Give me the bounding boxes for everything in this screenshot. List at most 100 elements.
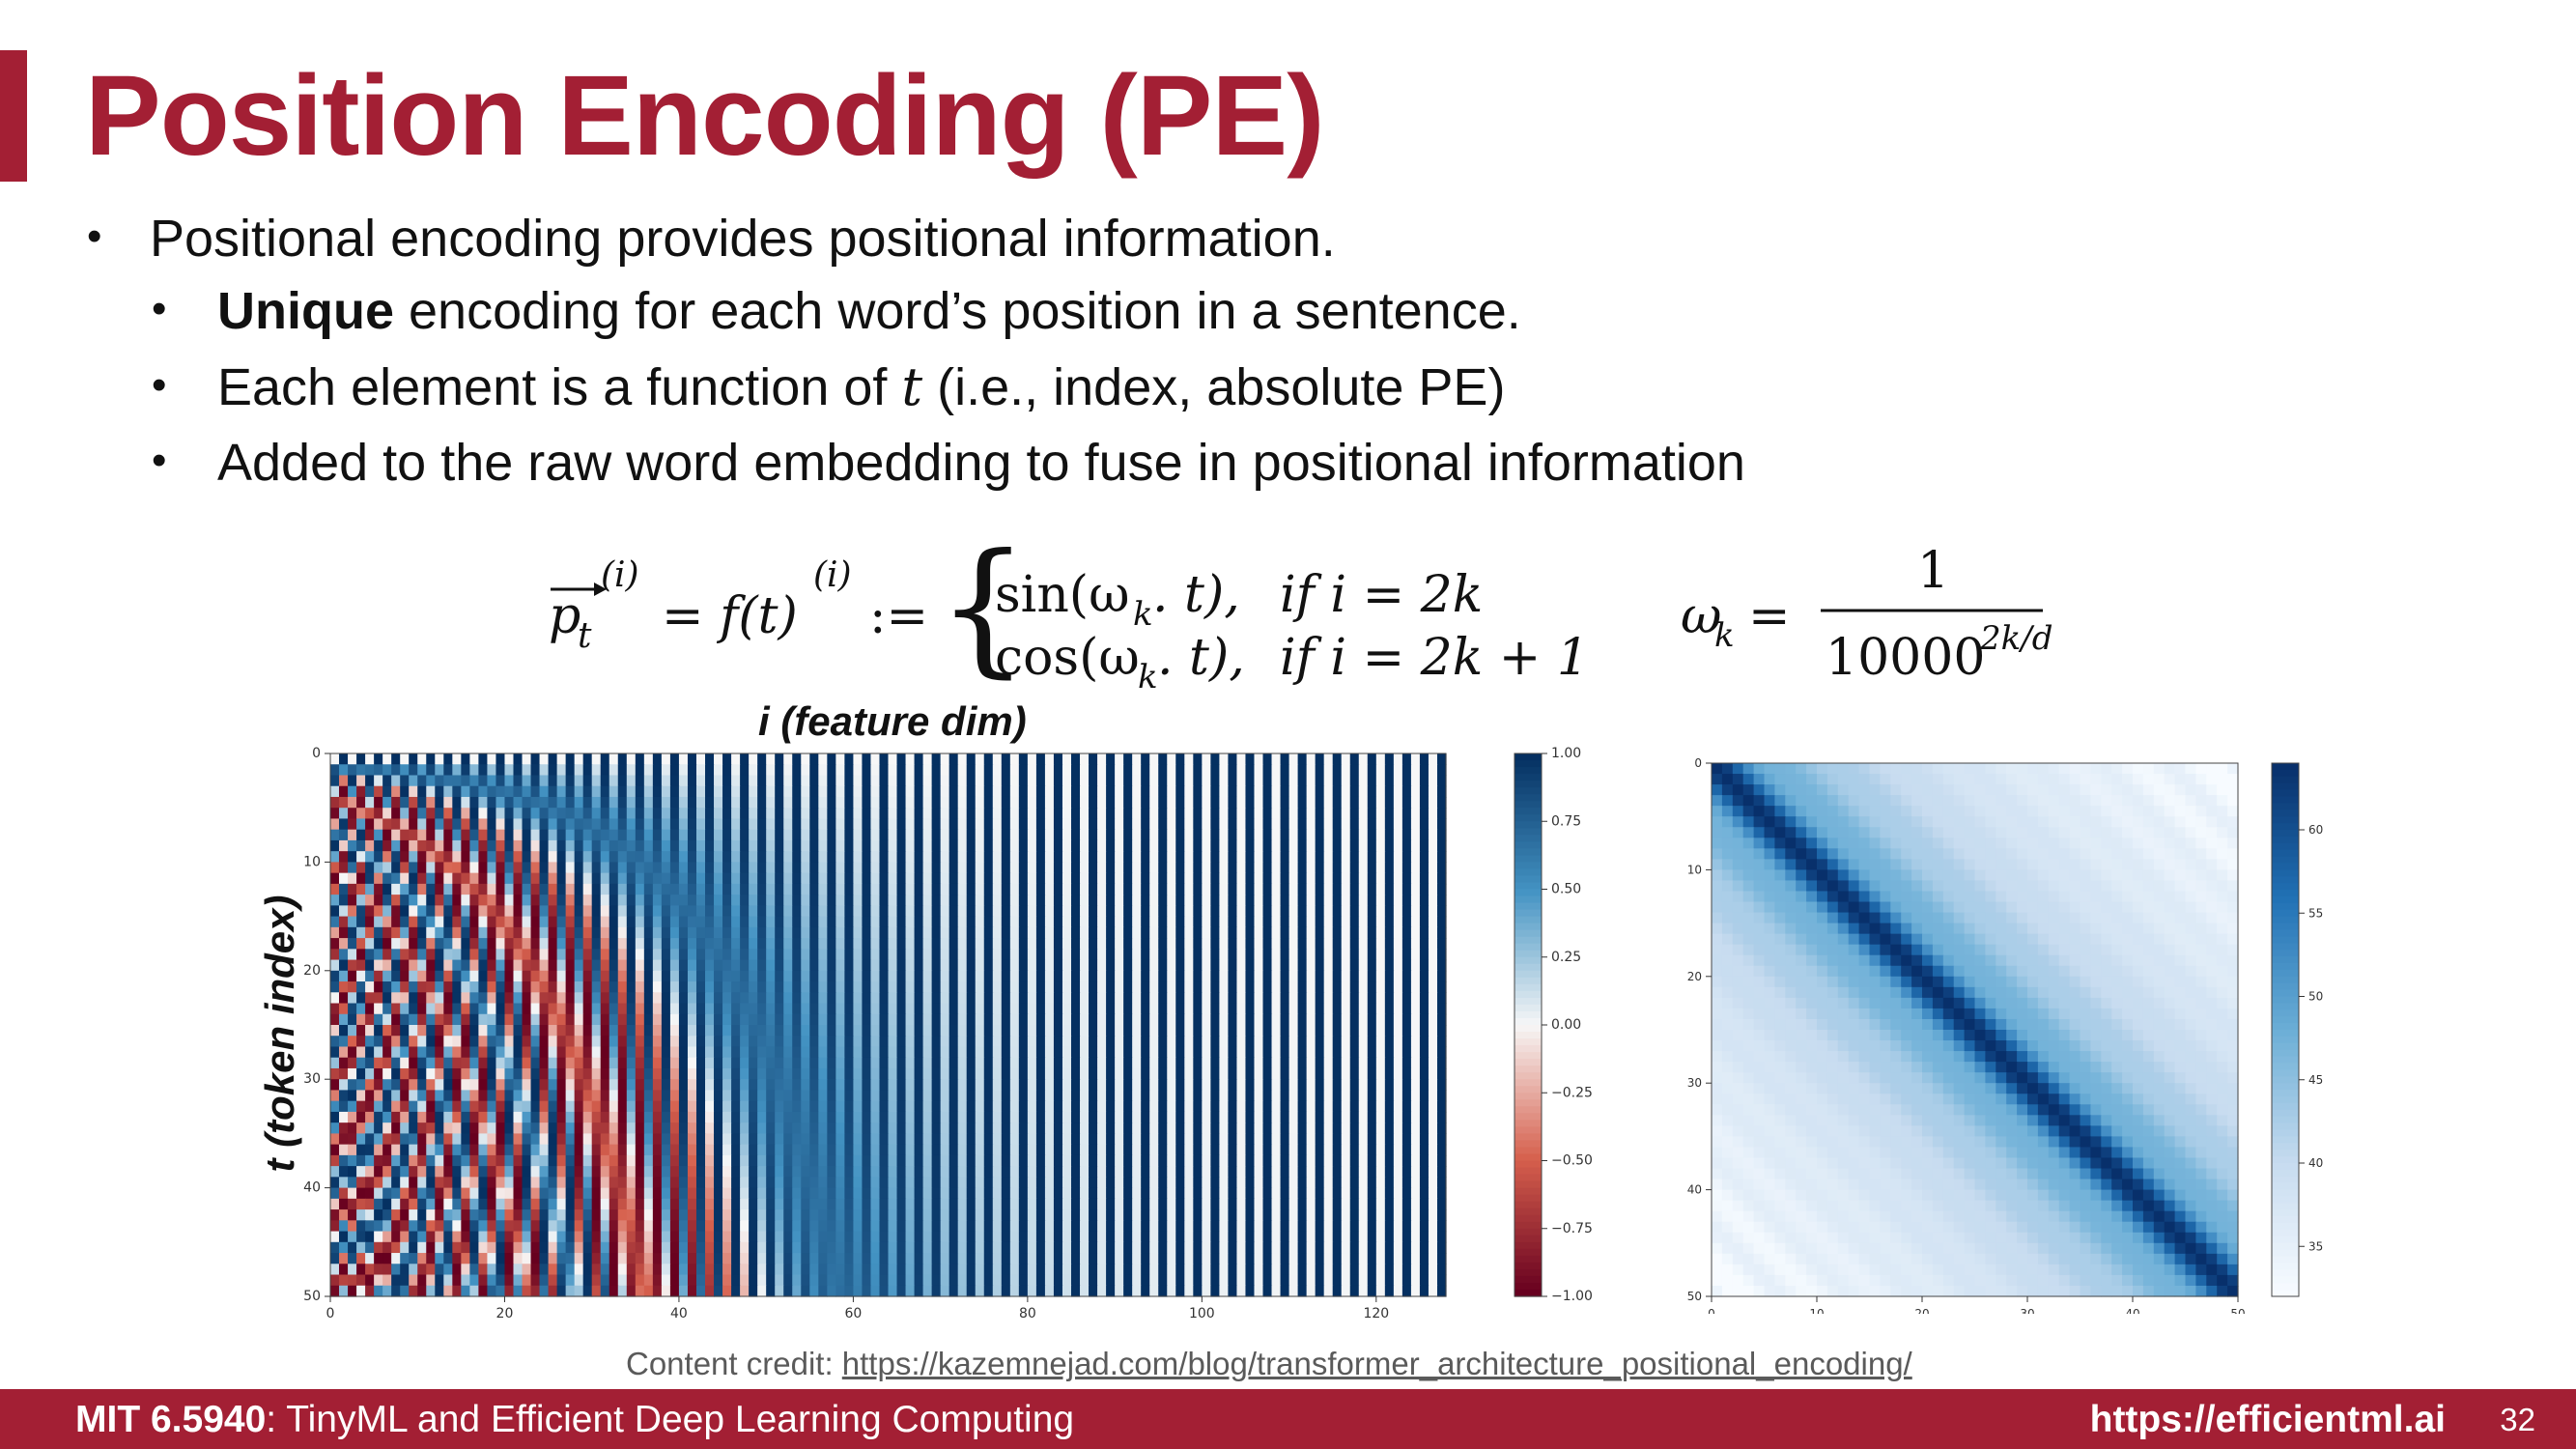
heatmap-cell [661, 949, 671, 961]
heatmap-cell [1297, 1079, 1308, 1092]
heatmap-cell [1288, 753, 1299, 765]
heatmap-cell [1141, 829, 1150, 841]
heatmap-cell [896, 1111, 907, 1123]
heatmap-cell [1009, 949, 1020, 961]
heatmap-cell [417, 1144, 427, 1156]
heatmap-cell [652, 1090, 663, 1102]
heatmap-cell [539, 916, 550, 928]
heatmap-cell [749, 1100, 758, 1113]
heatmap-cell [818, 872, 828, 885]
heatmap-cell [1106, 1144, 1116, 1156]
heatmap-cell [1027, 785, 1037, 798]
heatmap-cell [574, 905, 584, 918]
heatmap-cell [1358, 970, 1369, 982]
heatmap-cell [1106, 1003, 1116, 1015]
heatmap-cell [1027, 949, 1037, 961]
heatmap-cell [922, 981, 933, 993]
heatmap-cell [1245, 916, 1256, 928]
heatmap-cell [905, 808, 916, 820]
heatmap-cell [1280, 818, 1290, 831]
heatmap-cell [1393, 970, 1403, 982]
heatmap-cell [1044, 1067, 1055, 1080]
heatmap-cell [1271, 872, 1282, 885]
heatmap-cell [1271, 1090, 1282, 1102]
heatmap-cell [1106, 1046, 1116, 1059]
heatmap-cell [1210, 839, 1220, 852]
heatmap-cell [1410, 926, 1421, 939]
heatmap-cell [556, 883, 567, 895]
heatmap-cell [374, 808, 383, 820]
heatmap-cell [356, 905, 366, 918]
heatmap-cell [1228, 1013, 1238, 1026]
heatmap-cell [461, 1036, 470, 1048]
heatmap-cell [348, 839, 357, 852]
heatmap-cell [391, 818, 401, 831]
heatmap-cell [513, 949, 524, 961]
heatmap-cell [1009, 839, 1020, 852]
heatmap-cell [757, 1013, 767, 1026]
heatmap-cell [1044, 905, 1055, 918]
heatmap-cell [513, 753, 524, 765]
heatmap-cell [827, 1025, 836, 1037]
heatmap-cell [635, 1025, 645, 1037]
heatmap-cell [992, 862, 1003, 874]
heatmap-cell [1367, 1025, 1377, 1037]
heatmap-cell [1219, 1003, 1230, 1015]
heatmap-cell [1236, 970, 1247, 982]
heatmap-cell [600, 818, 610, 831]
heatmap-cell [1009, 1122, 1020, 1134]
heatmap-cell [417, 1003, 427, 1015]
heatmap-cell [1089, 796, 1098, 809]
heatmap-cell [827, 949, 836, 961]
heatmap-cell [1367, 1133, 1377, 1146]
heatmap-cell [522, 981, 532, 993]
heatmap-cell [1062, 1154, 1072, 1167]
heatmap-cell [452, 1144, 462, 1156]
heatmap-cell [818, 1013, 828, 1026]
heatmap-cell [1245, 926, 1256, 939]
heatmap-cell [888, 916, 898, 928]
heatmap-cell [714, 1013, 723, 1026]
heatmap-cell [409, 1025, 418, 1037]
heatmap-cell [695, 949, 706, 961]
heatmap-cell [1375, 1003, 1386, 1015]
heatmap-cell [1436, 1003, 1447, 1015]
heatmap-cell [1035, 1057, 1046, 1069]
heatmap-cell [1245, 1013, 1256, 1026]
heatmap-cell [1410, 753, 1421, 765]
heatmap-cell [844, 926, 854, 939]
heatmap-cell [740, 818, 750, 831]
heatmap-cell [905, 949, 916, 961]
heatmap-cell [1115, 808, 1124, 820]
heatmap-cell [565, 839, 576, 852]
heatmap-cell [835, 970, 845, 982]
heatmap-cell [400, 1100, 410, 1113]
heatmap-cell [695, 1144, 706, 1156]
heatmap-cell [1141, 862, 1150, 874]
heatmap-cell [870, 1003, 881, 1015]
heatmap-cell [1401, 1100, 1412, 1113]
heatmap-cell [870, 970, 881, 982]
heatmap-cell [1149, 981, 1159, 993]
heatmap-cell [888, 1013, 898, 1026]
heatmap-cell [1123, 926, 1133, 939]
heatmap-cell [1115, 775, 1124, 787]
heatmap-cell [1044, 992, 1055, 1005]
heatmap-cell [556, 872, 567, 885]
heatmap-cell [382, 808, 392, 820]
heatmap-cell [695, 1111, 706, 1123]
heatmap-cell [1106, 1067, 1116, 1080]
heatmap-cell [1262, 1090, 1273, 1102]
heatmap-cell [853, 1100, 863, 1113]
heatmap-cell [879, 1166, 890, 1178]
heatmap-cell [853, 1067, 863, 1080]
heatmap-cell [409, 775, 418, 787]
heatmap-cell [1341, 1090, 1351, 1102]
heatmap-cell [1271, 775, 1282, 787]
heatmap-cell [1132, 926, 1142, 939]
heatmap-cell [574, 938, 584, 950]
heatmap-cell [1115, 1046, 1124, 1059]
heatmap-cell [1044, 785, 1055, 798]
heatmap-cell [652, 1013, 663, 1026]
heatmap-cell [1393, 851, 1403, 863]
